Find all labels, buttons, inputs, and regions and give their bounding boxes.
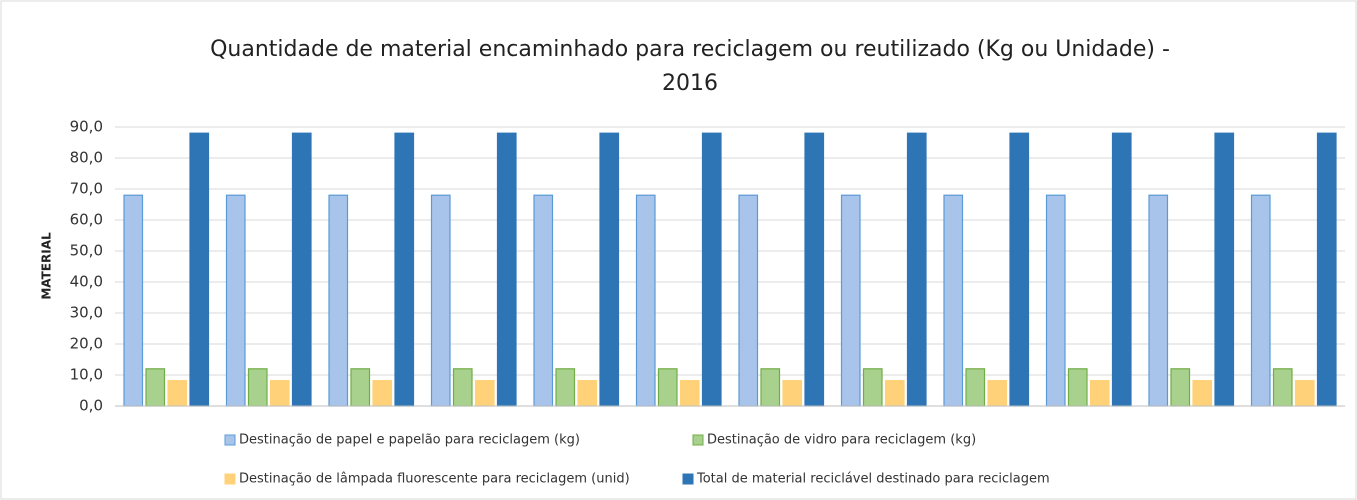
y-tick-label: 40,0: [70, 273, 103, 291]
legend-label: Total de material reciclável destinado p…: [696, 472, 1050, 487]
legend-label: Destinação de lâmpada fluorescente para …: [239, 472, 630, 487]
bar: [1192, 379, 1213, 407]
bar: [1272, 368, 1293, 407]
y-axis-label: MATERIAL: [40, 232, 54, 300]
bar: [804, 132, 825, 407]
bar: [679, 379, 700, 407]
bar: [965, 368, 986, 407]
bar: [496, 132, 517, 407]
legend-swatch: [692, 434, 704, 446]
y-tick-label: 60,0: [70, 211, 103, 229]
y-tick-label: 80,0: [70, 149, 103, 167]
bar: [760, 368, 781, 407]
bar: [328, 194, 349, 407]
y-tick-label: 50,0: [70, 242, 103, 260]
bar: [1089, 379, 1110, 407]
bar: [247, 368, 268, 407]
legend-label: Destinação de vidro para reciclagem (kg): [707, 433, 976, 448]
title-line: Quantidade de material encaminhado para …: [210, 37, 1170, 62]
bar: [1067, 368, 1088, 407]
bar: [145, 368, 166, 407]
legend-swatch: [224, 434, 236, 446]
bar: [987, 379, 1008, 407]
bar: [1148, 194, 1169, 407]
bar: [430, 194, 451, 407]
bar: [1111, 132, 1132, 407]
bar: [1170, 368, 1191, 407]
legend-swatch: [224, 473, 236, 485]
y-tick-label: 10,0: [70, 366, 103, 384]
legend-label: Destinação de papel e papelão para recic…: [239, 433, 580, 448]
bar: [577, 379, 598, 407]
bar: [635, 194, 656, 407]
bar: [291, 132, 312, 407]
bar: [269, 379, 290, 407]
bar: [123, 194, 144, 407]
bar: [1045, 194, 1066, 407]
y-tick-label: 0,0: [79, 397, 103, 415]
bar: [189, 132, 210, 407]
y-tick-label: 70,0: [70, 180, 103, 198]
bar: [701, 132, 722, 407]
bar: [657, 368, 678, 407]
bar: [884, 379, 905, 407]
bar: [555, 368, 576, 407]
bar: [738, 194, 759, 407]
chart-title: Quantidade de material encaminhado para …: [210, 37, 1170, 96]
bar: [533, 194, 554, 407]
bar: [372, 379, 393, 407]
bar: [599, 132, 620, 407]
bar: [225, 194, 246, 407]
y-tick-label: 30,0: [70, 304, 103, 322]
bar: [394, 132, 415, 407]
bar: [782, 379, 803, 407]
bar: [1316, 132, 1337, 407]
title-line: 2016: [662, 71, 718, 96]
bar: [167, 379, 188, 407]
bar: [1294, 379, 1315, 407]
bar: [452, 368, 473, 407]
bar: [840, 194, 861, 407]
bar: [1214, 132, 1235, 407]
bar: [1250, 194, 1271, 407]
bar: [474, 379, 495, 407]
bar: [1009, 132, 1030, 407]
bar: [943, 194, 964, 407]
bar: [862, 368, 883, 407]
bar: [906, 132, 927, 407]
y-tick-label: 20,0: [70, 335, 103, 353]
bar: [350, 368, 371, 407]
y-tick-label: 90,0: [70, 118, 103, 136]
legend-swatch: [682, 473, 694, 485]
